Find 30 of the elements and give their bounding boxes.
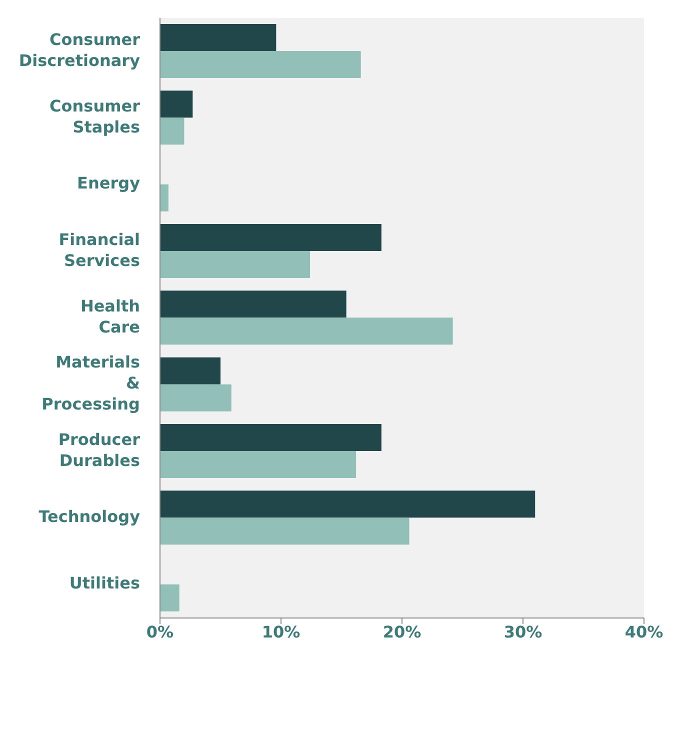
bar <box>160 490 536 518</box>
y-tick-label: Consumer Staples <box>50 96 140 137</box>
y-tick-label: Energy <box>77 174 141 194</box>
bar <box>160 584 180 612</box>
y-tick-label: Financial Services <box>58 230 140 270</box>
bar <box>160 451 356 478</box>
x-tick-label: 40% <box>624 622 664 642</box>
bar <box>160 184 168 212</box>
y-tick-label: Materials & Processing <box>42 353 140 414</box>
x-tick-label: 10% <box>262 622 300 642</box>
x-tick-label: 0% <box>146 622 174 642</box>
bar <box>160 357 220 384</box>
bar <box>160 384 232 412</box>
bar <box>160 518 410 545</box>
y-tick-label: Utilities <box>69 574 140 594</box>
y-tick-label: Producer Durables <box>58 430 140 470</box>
bar <box>160 51 361 78</box>
bar <box>160 24 276 51</box>
y-tick-label: Technology <box>38 507 141 526</box>
bar <box>160 424 382 451</box>
y-tick-label: Health Care <box>80 296 140 337</box>
x-tick-label: 20% <box>382 622 422 642</box>
bar <box>160 118 184 145</box>
bar <box>160 224 382 251</box>
bar <box>160 90 193 118</box>
bar <box>160 290 346 318</box>
x-tick-label: 30% <box>504 622 542 642</box>
y-tick-label: Consumer Discretionary <box>18 30 141 70</box>
bar <box>160 251 310 278</box>
bar <box>160 318 453 345</box>
